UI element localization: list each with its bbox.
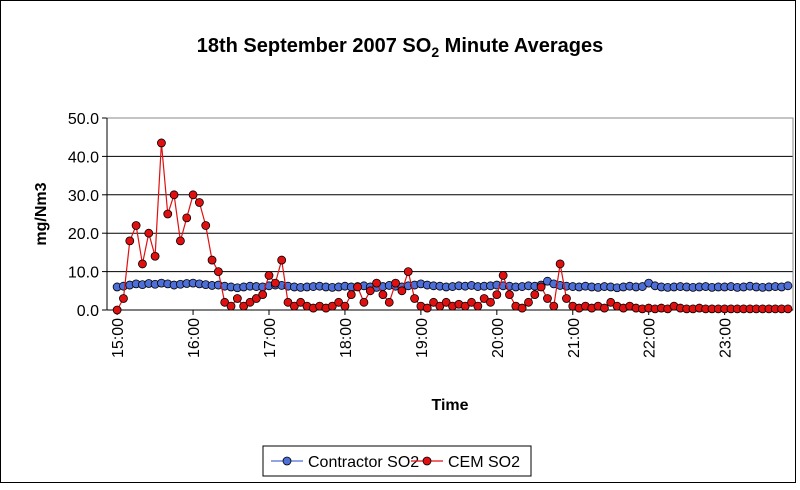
- data-point: [119, 294, 128, 303]
- data-point: [397, 286, 407, 296]
- data-point: [289, 301, 299, 311]
- data-point: [188, 190, 198, 200]
- data-point: [131, 221, 141, 230]
- data-point: [562, 294, 571, 303]
- x-tick-label: 15:00: [110, 318, 127, 358]
- data-point: [467, 297, 476, 307]
- data-point: [378, 290, 388, 300]
- y-tick-label: 20.0: [68, 226, 99, 243]
- data-point: [505, 290, 514, 300]
- data-point: [213, 267, 223, 277]
- data-point: [549, 301, 559, 311]
- data-point: [270, 278, 280, 288]
- data-point: [600, 303, 609, 313]
- data-point: [353, 282, 363, 292]
- data-point: [517, 303, 527, 313]
- x-tick-label: 23:00: [718, 318, 735, 358]
- x-tick-label: 20:00: [490, 318, 507, 358]
- x-tick-label: 19:00: [414, 318, 431, 358]
- legend: Contractor SO2 CEM SO2: [262, 445, 532, 477]
- data-point: [264, 271, 274, 280]
- data-point: [296, 297, 306, 307]
- data-point: [403, 267, 413, 277]
- data-point: [138, 259, 147, 269]
- data-point: [112, 305, 122, 315]
- data-point: [258, 290, 268, 300]
- x-tick-label: 22:00: [642, 318, 659, 358]
- data-point: [283, 297, 293, 307]
- data-point: [783, 281, 793, 291]
- x-tick-label: 18:00: [338, 318, 355, 358]
- data-point: [536, 282, 546, 292]
- x-axis-label: Time: [431, 397, 468, 414]
- data-point: [441, 297, 451, 307]
- data-point: [239, 301, 249, 311]
- data-point: [176, 236, 185, 246]
- data-point: [327, 301, 337, 311]
- y-tick-label: 30.0: [68, 188, 99, 205]
- data-point: [498, 271, 508, 280]
- data-point: [391, 278, 400, 288]
- y-tick-label: 10.0: [68, 265, 99, 282]
- data-point: [372, 278, 381, 288]
- data-point: [555, 259, 565, 269]
- data-point: [226, 301, 236, 311]
- data-point: [346, 290, 356, 300]
- data-point: [207, 255, 217, 265]
- legend-marker: [282, 456, 292, 466]
- data-point: [543, 294, 552, 303]
- legend-label: Contractor SO2: [308, 454, 419, 471]
- data-point: [125, 236, 135, 246]
- chart-title: 18th September 2007 SO2 Minute Averages: [197, 35, 603, 60]
- data-point: [251, 294, 261, 303]
- data-point: [606, 297, 616, 307]
- legend-marker: [422, 456, 432, 466]
- data-point: [144, 228, 154, 238]
- data-point: [150, 251, 160, 261]
- data-point: [486, 297, 495, 307]
- data-point: [359, 297, 369, 307]
- y-tick-label: 40.0: [68, 149, 99, 166]
- data-point: [157, 138, 166, 148]
- data-point: [201, 221, 211, 230]
- data-point: [435, 301, 445, 311]
- x-tick-label: 16:00: [186, 318, 203, 358]
- legend-box: [262, 445, 532, 477]
- data-point: [524, 297, 533, 307]
- data-point: [460, 301, 470, 311]
- data-point: [473, 301, 483, 311]
- y-tick-label: 50.0: [68, 111, 99, 128]
- data-point: [410, 294, 419, 303]
- y-tick-label: 0.0: [77, 303, 99, 320]
- data-point: [163, 209, 173, 219]
- data-point: [365, 286, 375, 296]
- data-point: [479, 294, 489, 303]
- data-point: [182, 213, 192, 223]
- data-point: [492, 290, 502, 300]
- y-axis-label: mg/Nm3: [33, 182, 50, 245]
- x-tick-label: 21:00: [566, 318, 583, 358]
- data-point: [783, 304, 793, 314]
- data-point: [169, 190, 179, 200]
- data-point: [422, 303, 432, 313]
- data-point: [194, 198, 204, 207]
- data-point: [334, 297, 344, 307]
- x-tick-label: 17:00: [262, 318, 279, 358]
- data-point: [429, 297, 438, 307]
- data-point: [245, 297, 255, 307]
- data-point: [220, 297, 230, 307]
- data-point: [530, 290, 540, 300]
- data-point: [340, 301, 350, 311]
- data-point: [277, 255, 287, 265]
- data-point: [232, 294, 242, 303]
- legend-label: CEM SO2: [448, 454, 520, 471]
- data-point: [384, 297, 394, 307]
